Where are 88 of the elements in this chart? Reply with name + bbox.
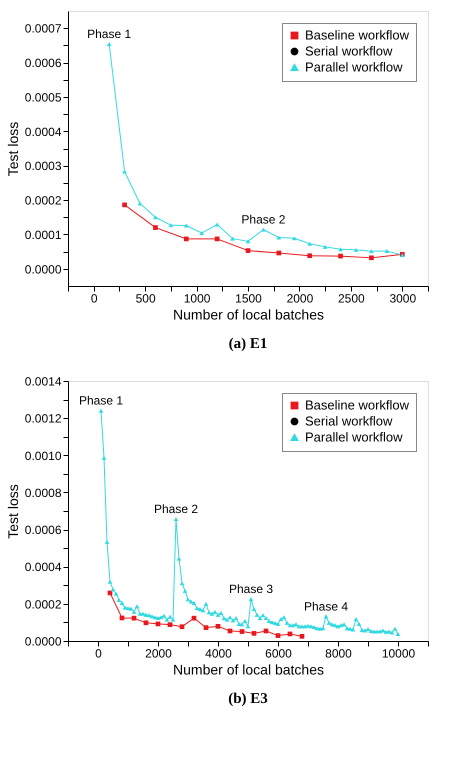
text: (a) E1 — [228, 336, 268, 352]
point — [230, 236, 235, 241]
point — [144, 620, 148, 626]
annotation: Phase 3 — [228, 582, 274, 596]
point — [246, 239, 250, 244]
y-tick-label: 0.0012 — [24, 412, 62, 426]
point — [338, 254, 343, 258]
y-axis-title: Test loss — [4, 122, 21, 176]
y-tick-label: 0.0004 — [24, 124, 62, 139]
point — [122, 170, 127, 174]
y-tick-label: 0.0010 — [24, 448, 62, 463]
x-tick-label: 2000 — [145, 646, 172, 660]
point — [228, 628, 232, 634]
point — [276, 250, 282, 256]
point — [322, 244, 328, 249]
point — [132, 616, 136, 620]
y-tick-label: 0.0001 — [24, 228, 62, 242]
x-tick-label: 3000 — [389, 292, 416, 306]
y-tick-label: 0.0002 — [24, 194, 62, 208]
point — [276, 633, 280, 638]
point — [108, 590, 112, 596]
x-tick-label: 0 — [90, 292, 98, 306]
y-tick-label: 0.0003 — [24, 159, 62, 174]
legend-label: Baseline workflow — [305, 28, 410, 42]
legend-label: Serial workflow — [305, 44, 394, 58]
legend-label: Baseline workflow — [305, 398, 410, 412]
y-tick-label: 0.0014 — [24, 374, 62, 388]
annotation: Phase 1 — [78, 394, 124, 408]
x-tick-label: 6000 — [265, 646, 292, 660]
y-tick-label: 0.0005 — [24, 90, 62, 104]
point — [264, 628, 268, 634]
x-tick-label: 500 — [136, 292, 156, 306]
point — [138, 201, 142, 206]
point — [106, 42, 112, 46]
legend-label: Parallel workflow — [305, 430, 404, 444]
point — [246, 248, 250, 253]
annotation: Phase 4 — [304, 599, 348, 614]
point — [122, 202, 127, 208]
y-tick-label: 0.0007 — [24, 22, 62, 36]
x-tick-label: 2500 — [338, 292, 366, 306]
y-axis-title: Test loss — [4, 484, 21, 539]
x-tick-label: 2000 — [286, 292, 314, 306]
point — [199, 231, 204, 236]
x-tick-label: 1500 — [235, 292, 262, 306]
x-tick-label: 8000 — [325, 646, 352, 660]
point — [153, 225, 158, 230]
point — [204, 625, 208, 630]
text: (b) E3 — [228, 691, 268, 707]
point — [156, 622, 160, 626]
point — [354, 248, 358, 252]
point — [240, 629, 244, 634]
annotation: Phase 2 — [241, 212, 286, 227]
y-tick-label: 0.0006 — [24, 523, 62, 538]
annotation: Phase 2 — [154, 502, 198, 516]
point — [214, 222, 220, 226]
y-tick-label: 0.0006 — [24, 56, 62, 70]
y-tick-label: 0.0008 — [24, 486, 62, 500]
y-tick-label: 0.0002 — [24, 597, 62, 612]
point — [307, 253, 312, 258]
x-axis-title: Number of local batches — [173, 306, 324, 322]
point — [384, 248, 390, 253]
point — [184, 236, 189, 242]
point — [288, 632, 292, 636]
point — [153, 215, 158, 220]
point — [168, 622, 172, 627]
annotation: Phase 1 — [87, 27, 132, 41]
x-tick-label: 0 — [95, 646, 102, 660]
x-axis-title: Number of local batches — [173, 662, 324, 678]
point — [184, 223, 189, 228]
y-tick-label: 0.0004 — [24, 560, 62, 574]
point — [276, 236, 282, 240]
point — [216, 624, 220, 629]
legend-label: Parallel workflow — [305, 60, 404, 74]
point — [180, 624, 184, 630]
point — [292, 236, 297, 240]
point — [214, 236, 220, 242]
y-tick-label: 0.0000 — [24, 634, 62, 648]
y-tick-label: 0.0000 — [24, 262, 62, 276]
point — [252, 631, 256, 636]
legend-label: Serial workflow — [305, 414, 394, 428]
point — [300, 634, 304, 639]
point — [369, 249, 374, 254]
point — [192, 616, 196, 620]
x-tick-label: 10000 — [382, 646, 416, 660]
x-tick-label: 4000 — [205, 646, 232, 660]
point — [369, 255, 374, 260]
point — [120, 616, 124, 620]
x-tick-label: 1000 — [184, 292, 211, 306]
